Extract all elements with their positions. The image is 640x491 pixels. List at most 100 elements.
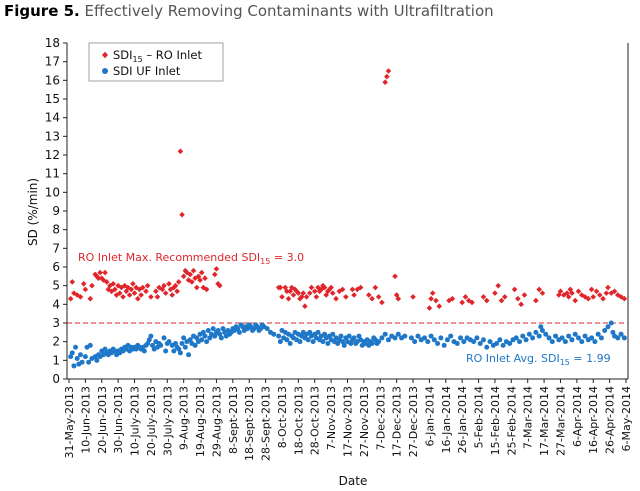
data-point-ro (77, 294, 84, 300)
y-tick-label: 11 (45, 167, 60, 181)
x-tick-label: 18-Sept-2013 (243, 386, 256, 461)
data-point-uf (621, 335, 627, 341)
x-tick-label: 27-Dec-2013 (407, 386, 420, 457)
data-point-ro (521, 292, 528, 298)
series-uf-inlet (68, 320, 627, 369)
data-point-uf (348, 341, 354, 347)
data-point-ro (138, 292, 144, 298)
data-point-uf (74, 355, 80, 361)
data-point-ro (143, 288, 149, 295)
y-tick-label: 7 (52, 241, 60, 255)
data-point-ro (289, 284, 295, 291)
data-point-ro (465, 297, 472, 304)
data-point-ro (539, 290, 546, 296)
y-tick-label: 8 (52, 223, 60, 237)
data-point-uf (277, 339, 283, 345)
x-tick-label: 28-Oct-2013 (309, 386, 322, 455)
data-point-uf (569, 337, 575, 343)
data-point-ro (97, 269, 103, 276)
data-point-ro (89, 282, 95, 289)
data-point-ro (410, 294, 416, 300)
data-point-uf (310, 339, 316, 345)
data-point-uf (592, 339, 598, 345)
data-point-ro (333, 295, 339, 302)
legend-label-uf: SDI UF Inlet (113, 64, 181, 78)
data-point-uf (559, 335, 565, 341)
data-point-ro (446, 297, 452, 304)
data-point-ro (585, 295, 592, 302)
y-tick-label: 5 (52, 279, 60, 293)
data-point-ro (279, 294, 285, 300)
x-tick-label: 6-Apr-2014 (571, 386, 584, 447)
data-point-uf (520, 333, 526, 339)
data-point-uf (546, 335, 552, 341)
data-point-uf (158, 342, 164, 348)
data-point-ro (169, 292, 176, 298)
data-point-ro (308, 284, 315, 291)
data-point-uf (431, 337, 437, 343)
data-point-uf (199, 337, 205, 343)
x-tick-label: 15-Feb-2014 (489, 386, 502, 455)
data-point-uf (385, 337, 391, 343)
data-point-ro (326, 286, 333, 293)
max-recommended-annotation: RO Inlet Max. Recommended SDI15 = 3.0 (78, 251, 304, 266)
data-point-ro (307, 290, 313, 296)
series-layer (67, 68, 628, 369)
x-tick-label: 6-May-2014 (620, 386, 633, 451)
data-point-uf (572, 331, 578, 337)
data-point-ro (159, 286, 166, 293)
data-point-ro (590, 294, 597, 300)
data-point-uf (150, 342, 156, 348)
data-point-uf (86, 359, 92, 365)
data-point-ro (213, 266, 220, 272)
data-point-ro (600, 295, 606, 302)
x-tick-label: 20-July-2013 (145, 386, 158, 456)
data-point-uf (454, 341, 460, 347)
data-point-ro (154, 294, 161, 300)
data-point-uf (181, 335, 187, 341)
data-point-ro (593, 288, 600, 295)
y-tick-label: 1 (52, 353, 60, 367)
data-point-uf (320, 339, 326, 345)
data-point-uf (236, 329, 242, 335)
data-point-ro (192, 275, 198, 281)
data-point-uf (192, 342, 198, 348)
data-point-ro (316, 288, 323, 295)
data-point-uf (549, 339, 555, 345)
y-tick-label: 4 (52, 297, 60, 311)
data-point-ro (449, 295, 456, 302)
data-point-uf (487, 339, 493, 345)
data-point-ro (215, 281, 221, 287)
data-point-ro (315, 284, 321, 291)
data-point-ro (498, 297, 505, 304)
data-point-uf (77, 352, 83, 358)
data-point-ro (311, 288, 318, 295)
y-tick-label: 12 (45, 148, 60, 162)
x-tick-label: 17-Dec-2013 (391, 386, 404, 457)
data-point-ro (285, 295, 292, 302)
data-point-ro (395, 295, 402, 302)
data-point-ro (139, 284, 146, 291)
data-point-uf (200, 329, 206, 335)
series-ro-inlet (67, 68, 628, 311)
data-point-ro (172, 282, 179, 289)
data-point-uf (526, 331, 532, 337)
data-point-ro (131, 290, 138, 296)
legend-marker-uf (102, 68, 108, 74)
data-point-uf (497, 337, 503, 343)
data-point-ro (126, 292, 133, 298)
data-point-ro (135, 295, 141, 302)
data-point-ro (565, 294, 572, 300)
data-point-ro (175, 279, 182, 285)
y-tick-label: 15 (45, 92, 60, 106)
y-tick-label: 9 (52, 204, 60, 218)
data-point-uf (428, 333, 434, 339)
x-tick-label: 5-Feb-2014 (473, 386, 486, 448)
x-tick-label: 18-Oct-2013 (292, 386, 305, 455)
data-point-ro (290, 292, 297, 298)
data-point-ro (87, 295, 94, 302)
x-tick-label: 25-Feb-2014 (505, 386, 518, 455)
data-point-ro (596, 292, 603, 298)
y-tick-label: 10 (45, 185, 60, 199)
